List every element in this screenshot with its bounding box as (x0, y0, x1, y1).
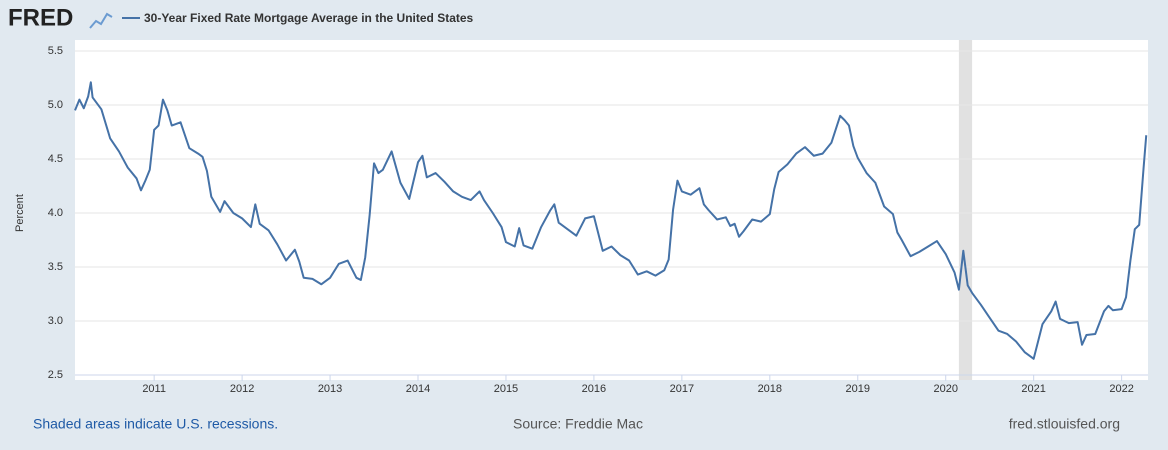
legend-label: 30-Year Fixed Rate Mortgage Average in t… (144, 11, 474, 25)
x-tick-label: 2019 (846, 383, 870, 395)
y-tick-label: 5.0 (48, 99, 63, 111)
y-tick-label: 3.0 (48, 315, 63, 327)
y-tick-label: 5.5 (48, 45, 63, 57)
x-tick-label: 2014 (406, 383, 430, 395)
y-axis-label: Percent (14, 194, 26, 232)
x-tick-label: 2017 (670, 383, 694, 395)
y-tick-label: 4.0 (48, 207, 63, 219)
x-tick-label: 2016 (582, 383, 606, 395)
series-line (74, 81, 1148, 360)
x-tick-label: 2020 (933, 383, 957, 395)
x-tick-label: 2022 (1109, 383, 1133, 395)
x-tick-label: 2013 (318, 383, 342, 395)
recession-band (958, 40, 973, 380)
source: Source: Freddie Mac (513, 416, 643, 432)
x-tick-label: 2018 (758, 383, 782, 395)
x-tick-label: 2015 (494, 383, 518, 395)
logo[interactable]: FRED (8, 4, 73, 31)
plot-background (75, 40, 1148, 380)
logo-icon (89, 12, 113, 29)
y-tick-label: 2.5 (48, 369, 63, 381)
y-tick-label: 3.5 (48, 261, 63, 273)
site[interactable]: fred.stlouisfed.org (1009, 416, 1120, 432)
x-tick-label: 2012 (230, 383, 254, 395)
x-tick-label: 2011 (142, 383, 166, 395)
x-tick-label: 2021 (1021, 383, 1045, 395)
recession-note: Shaded areas indicate U.S. recessions. (33, 416, 278, 432)
y-tick-label: 4.5 (48, 153, 63, 165)
